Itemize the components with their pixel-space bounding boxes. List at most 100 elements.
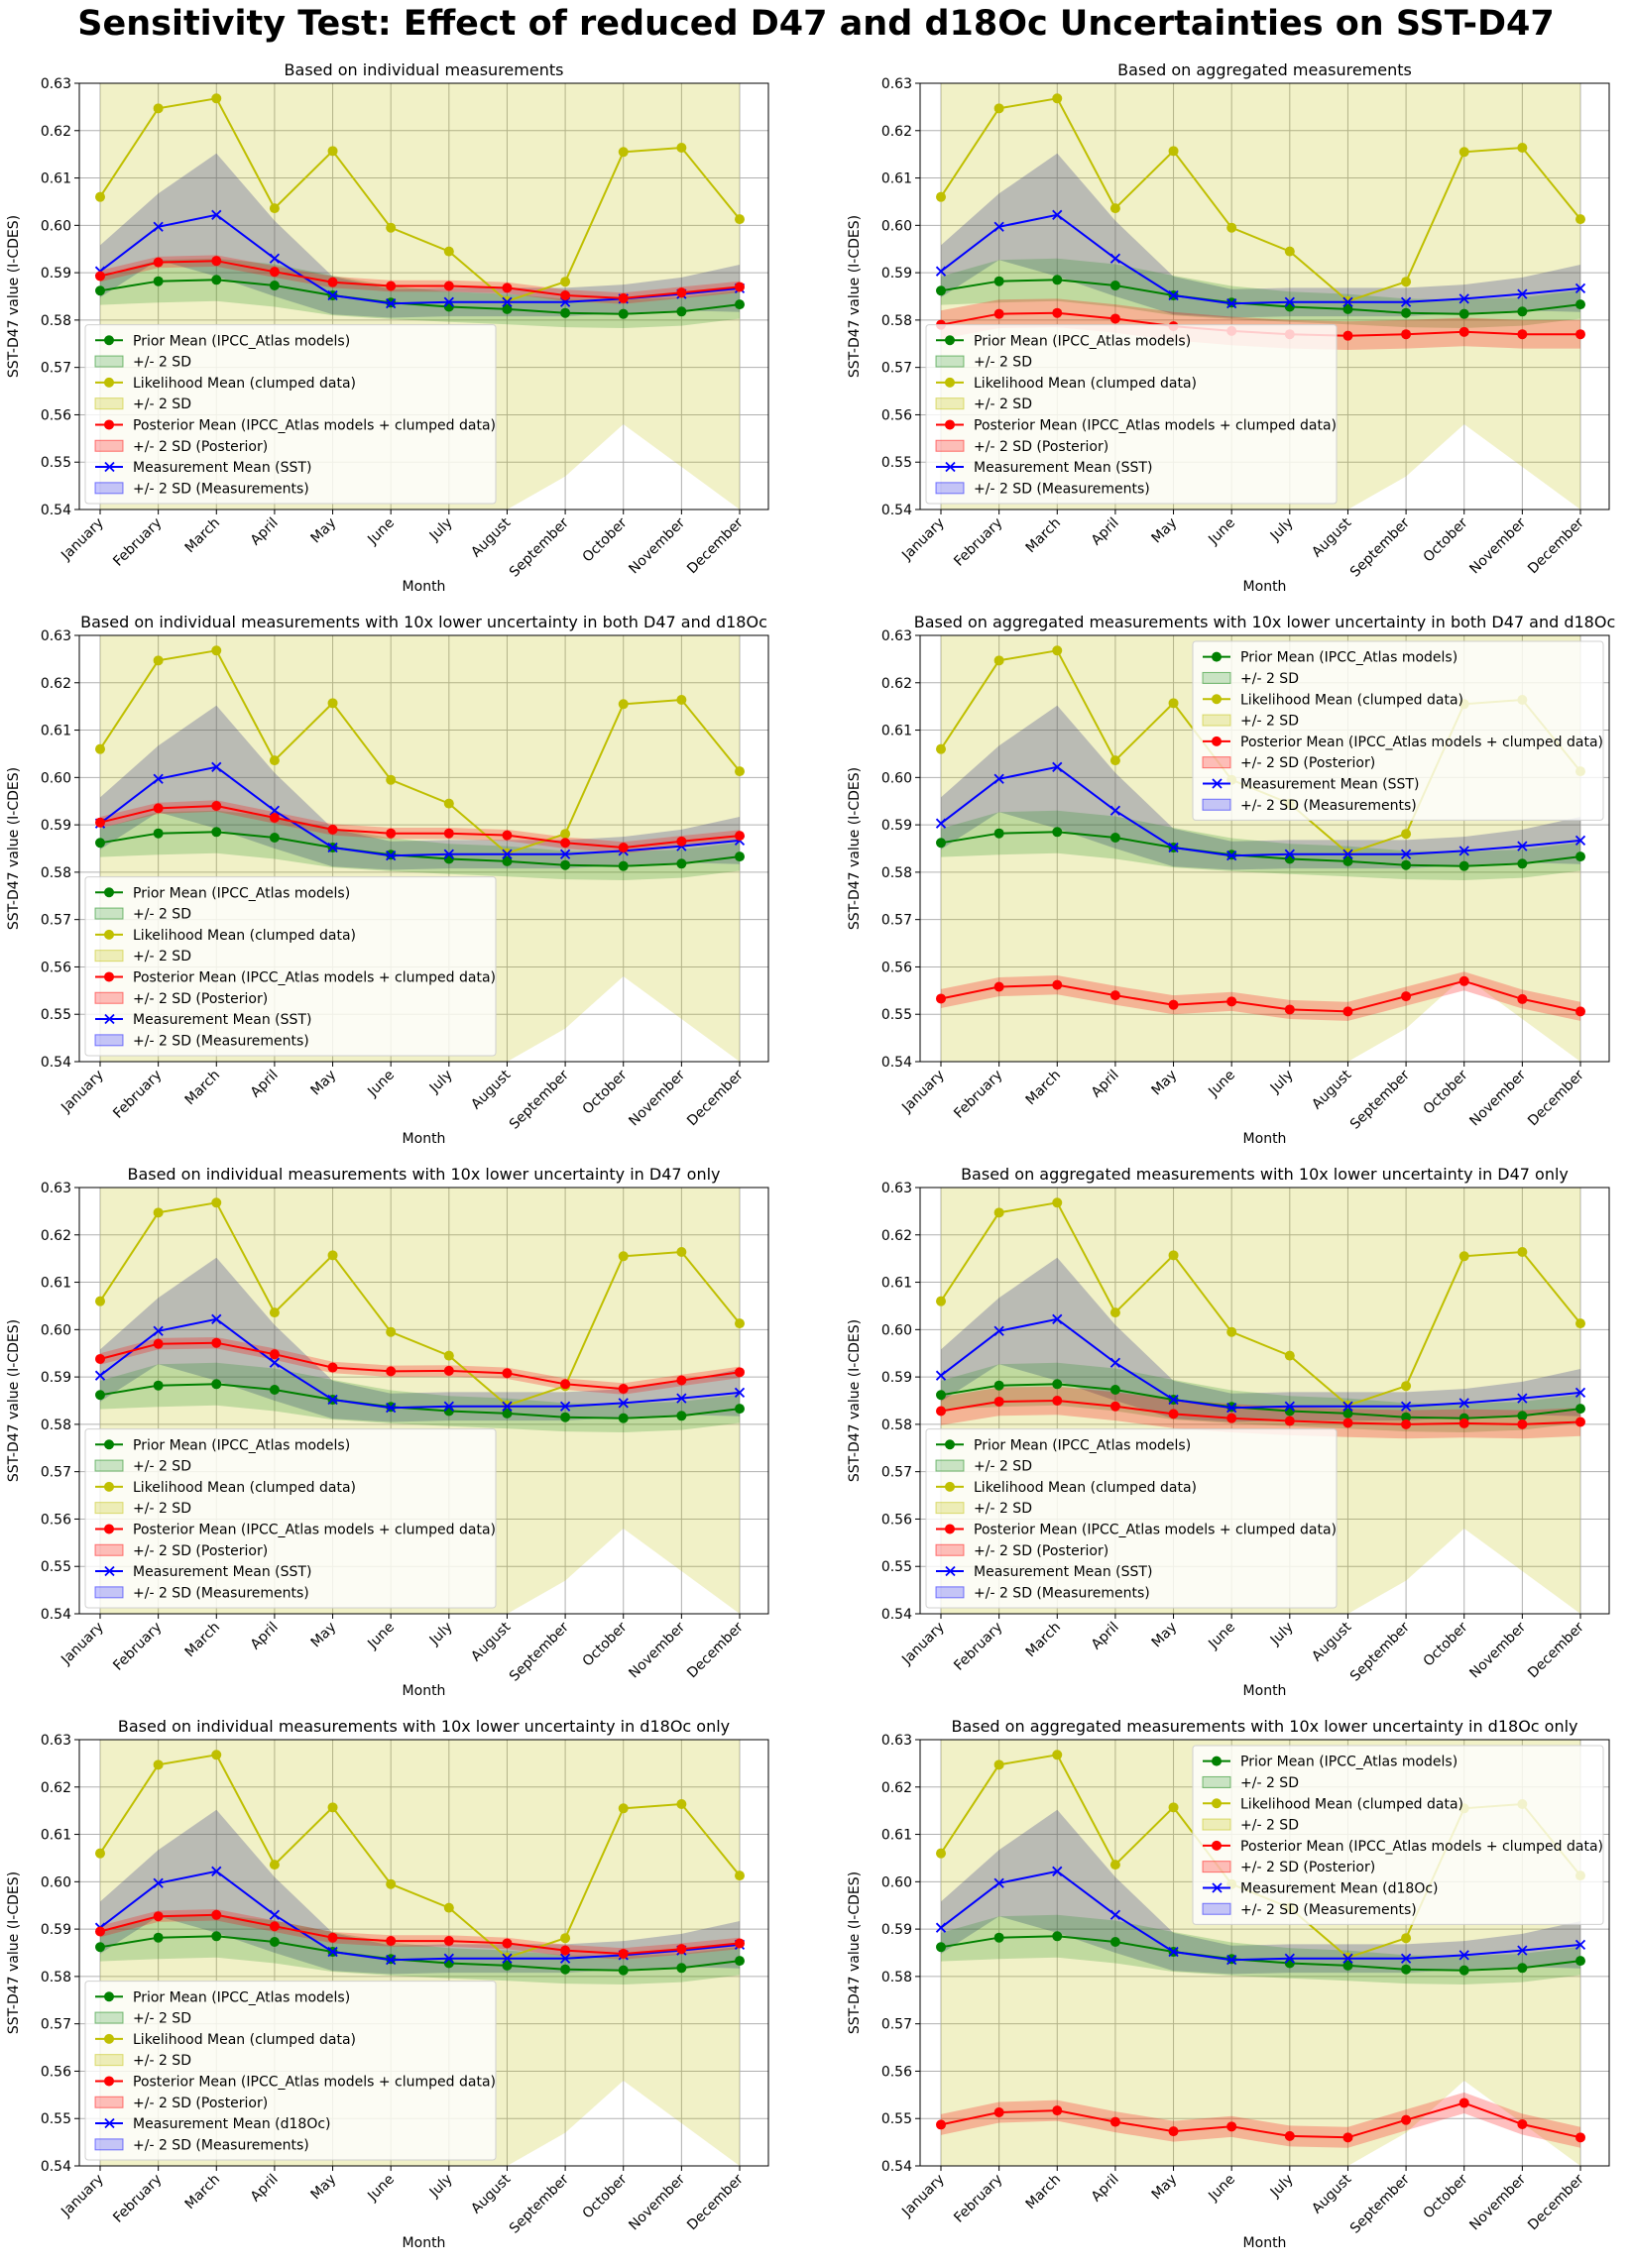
measurement-point <box>559 1953 571 1964</box>
y-tick-label: 0.54 <box>881 2159 912 2175</box>
x-tick-label: February <box>951 1068 1005 1122</box>
likelihood-point <box>1052 93 1063 104</box>
legend: Prior Mean (IPCC_Atlas models) +/- 2 SD Li… <box>84 324 497 505</box>
y-tick-label: 0.62 <box>881 1228 912 1244</box>
measurement-point <box>559 1401 571 1412</box>
posterior-point <box>993 981 1004 992</box>
legend-swatch <box>935 439 965 452</box>
prior-point <box>443 1958 454 1969</box>
y-tick-label: 0.58 <box>881 1970 912 1985</box>
posterior-point <box>676 1375 687 1386</box>
legend-label: +/- 2 SD (Posterior) <box>1240 1860 1375 1875</box>
measurement-point <box>1109 805 1121 816</box>
legend-marker <box>104 1439 114 1450</box>
measurement-point <box>269 805 281 816</box>
likelihood-point <box>386 1878 397 1889</box>
measurement-point <box>1109 1909 1121 1920</box>
legend-marker <box>1212 778 1223 789</box>
y-tick-label: 0.63 <box>41 628 71 644</box>
prior-point <box>676 306 687 317</box>
legend-label: Likelihood Mean (clumped data) <box>133 376 356 392</box>
legend-label: +/- 2 SD (Posterior) <box>974 1543 1108 1559</box>
measurement-point <box>559 849 571 859</box>
measurement-point <box>94 1370 106 1381</box>
posterior-point <box>502 1368 513 1379</box>
y-tick-label: 0.56 <box>881 2064 912 2080</box>
likelihood-point <box>386 222 397 233</box>
measurement-point <box>1342 1401 1353 1412</box>
likelihood-point <box>936 1848 946 1859</box>
posterior-point <box>1052 307 1063 318</box>
x-tick-label: September <box>1347 1067 1413 1132</box>
likelihood-point <box>386 1326 397 1337</box>
y-tick-label: 0.58 <box>41 313 71 329</box>
posterior-point <box>676 1944 687 1955</box>
likelihood-point <box>211 93 222 104</box>
posterior-point <box>936 1406 946 1417</box>
legend-swatch <box>1202 1818 1231 1831</box>
y-tick-label: 0.60 <box>881 218 912 234</box>
legend-label: +/- 2 SD <box>133 1501 191 1517</box>
posterior-point <box>1226 996 1237 1007</box>
y-tick-label: 0.63 <box>881 1733 912 1749</box>
x-tick-label: July <box>1267 2172 1297 2202</box>
measurement-band <box>941 1809 1580 1975</box>
likelihood-point <box>1109 755 1120 766</box>
measurement-point <box>1517 1945 1528 1956</box>
measurement-point <box>502 296 513 307</box>
axes-frame <box>919 634 1610 1063</box>
legend-marker <box>1212 694 1222 705</box>
likelihood-point <box>1458 147 1469 158</box>
measurement-point <box>1400 296 1412 307</box>
prior-point <box>936 285 946 296</box>
x-tick-label: October <box>580 1619 631 1669</box>
x-tick-label: October <box>580 514 631 565</box>
prior-point <box>211 1931 222 1942</box>
likelihood-point <box>993 103 1004 114</box>
measurement-point <box>269 1357 281 1368</box>
measurement-point <box>1458 846 1469 856</box>
legend-marker <box>945 1565 956 1577</box>
likelihood-point <box>1168 1802 1179 1813</box>
x-tick-label: December <box>684 2171 747 2233</box>
legend-label: Likelihood Mean (clumped data) <box>974 376 1197 392</box>
likelihood-point <box>327 146 338 157</box>
panel-2: 0.54 0.55 0.56 0.57 0.58 0.59 0.60 0.61 0.62 0.63… <box>6 613 769 1147</box>
measurement-point <box>1226 1403 1237 1414</box>
prior-point <box>502 855 513 866</box>
x-tick-label: May <box>1149 1068 1181 1099</box>
likelihood-point <box>1168 698 1179 709</box>
posterior-point <box>269 1921 280 1932</box>
posterior-line <box>99 1341 741 1391</box>
posterior-point <box>211 256 222 267</box>
legend-frame <box>1192 640 1604 821</box>
likelihood-point <box>676 142 687 153</box>
y-tick-label: 0.60 <box>41 218 71 234</box>
likelihood-point <box>936 1296 946 1306</box>
measurement-point <box>327 289 338 301</box>
y-axis-label: SST-D47 value (I-CDES) <box>6 767 22 930</box>
x-tick-label: October <box>580 1067 631 1117</box>
x-tick-label: February <box>110 1620 165 1674</box>
prior-point <box>993 276 1004 286</box>
x-tick-label: May <box>308 515 340 547</box>
x-tick-label: August <box>468 514 514 560</box>
legend-label: Prior Mean (IPCC_Atlas models) <box>133 1437 350 1453</box>
prior-point <box>560 1964 571 1975</box>
posterior-point <box>95 1353 105 1364</box>
legend-swatch <box>94 991 124 1004</box>
x-tick-label: September <box>1347 2171 1413 2236</box>
legend-marker <box>1212 1840 1222 1851</box>
x-tick-label: June <box>1205 515 1238 549</box>
legend: Prior Mean (IPCC_Atlas models) +/- 2 SD Li… <box>1192 640 1604 821</box>
prior-point <box>1575 1404 1585 1415</box>
y-tick-label: 0.63 <box>881 76 912 92</box>
y-tick-label: 0.55 <box>881 1007 912 1023</box>
likelihood-point <box>153 1759 164 1770</box>
legend-swatch <box>94 2096 124 2108</box>
posterior-point <box>1458 326 1469 337</box>
legend-label: +/- 2 SD (Posterior) <box>133 1543 268 1559</box>
panel-title: Based on individual measurements with 10… <box>80 613 767 631</box>
x-tick-label: May <box>308 1068 340 1099</box>
legend-swatch <box>94 439 124 452</box>
